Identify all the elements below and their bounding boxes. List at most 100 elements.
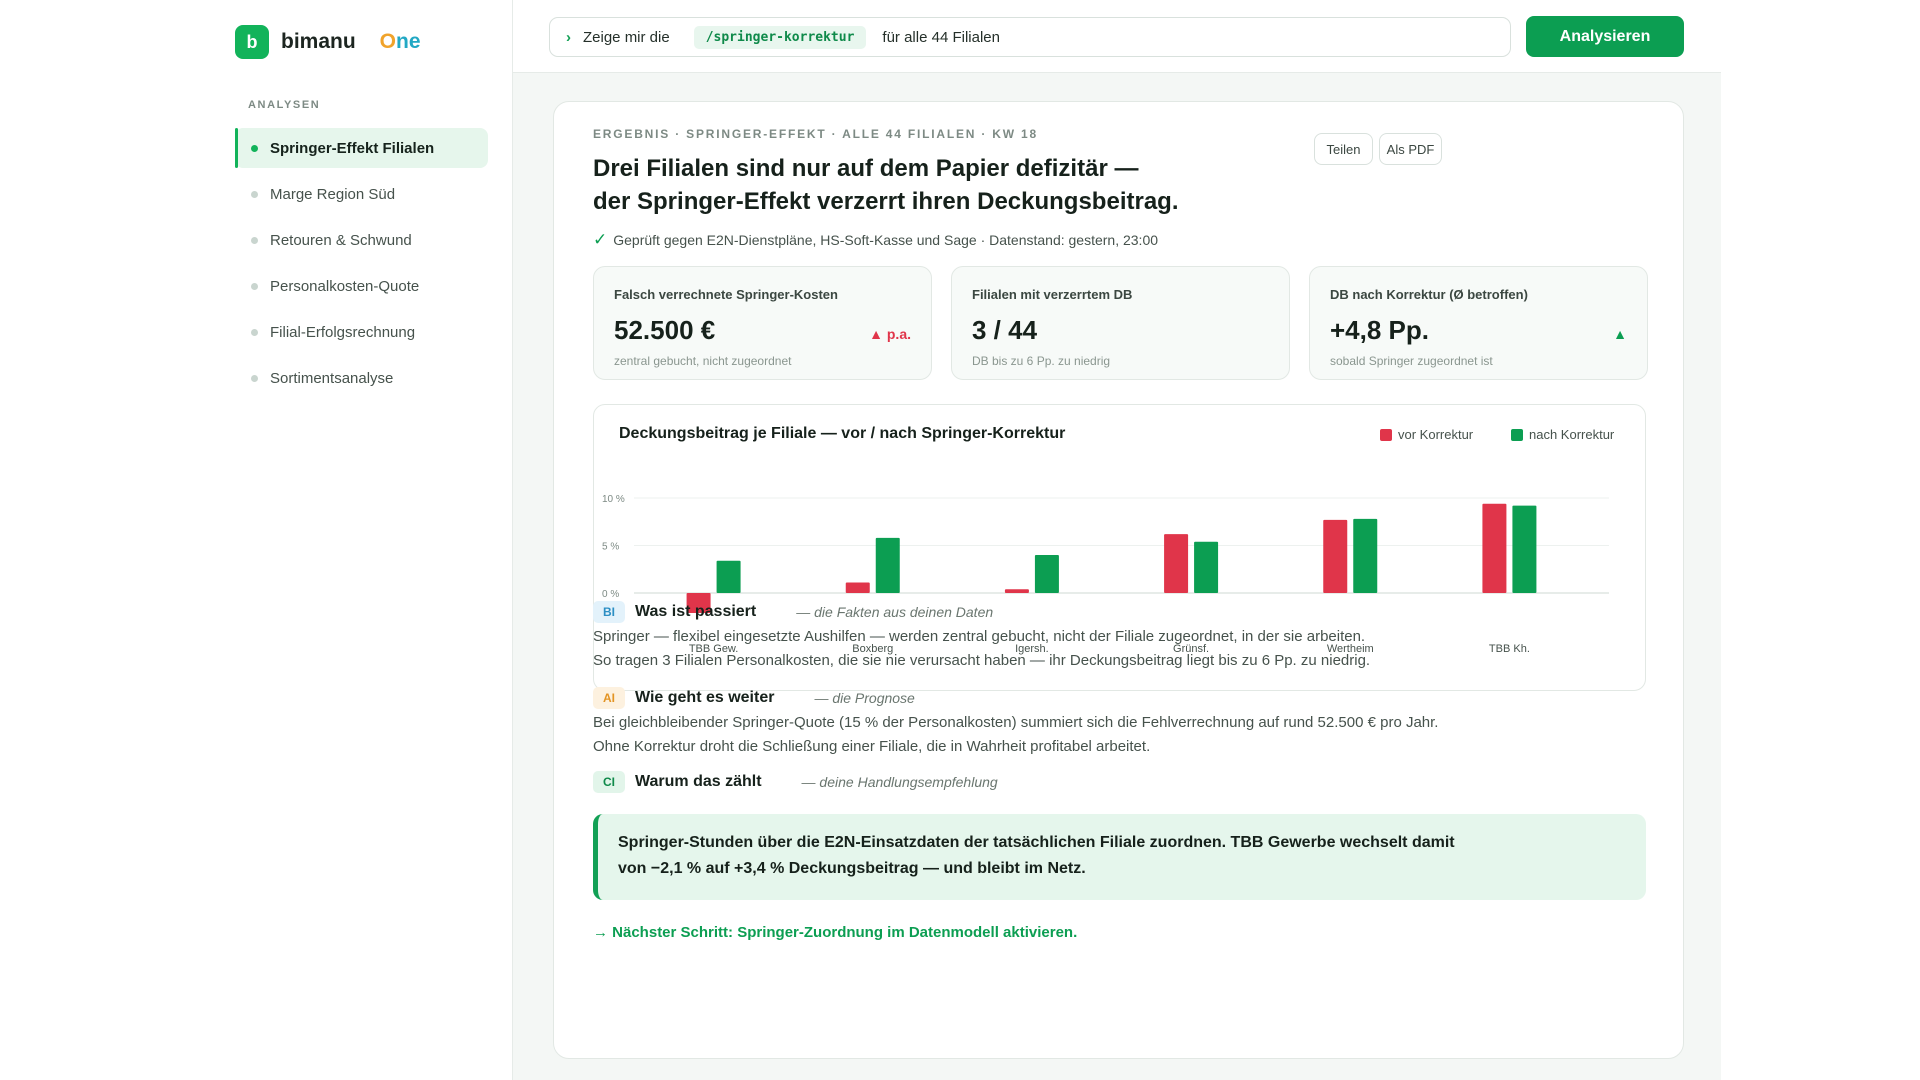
sidebar-item-personalkosten-quote[interactable]: Personalkosten-Quote [235, 266, 488, 306]
bullet-dot-icon [251, 144, 258, 152]
app-logo[interactable]: b bimanu One [235, 25, 421, 59]
sidebar-item-springer-effekt[interactable]: Springer-Effekt Filialen [235, 128, 488, 168]
kpi-card-db-korrektur: DB nach Korrektur (Ø betroffen) +4,8 Pp.… [1309, 266, 1648, 380]
legend-swatch-green [1511, 428, 1523, 441]
bullet-dot-icon [251, 190, 258, 198]
bar-vor [686, 593, 711, 613]
x-tick-label: TBB Gew. [689, 643, 739, 655]
kpi-value: 3 / 44 [972, 315, 1038, 345]
verification-note: ✓ Geprüft gegen E2N-Dienstpläne, HS-Soft… [593, 230, 1158, 250]
bullet-dot-icon [251, 236, 258, 244]
kpi-value: 52.500 € [614, 315, 716, 345]
recommendation-callout: Springer-Stunden über die E2N-Einsatzdat… [593, 814, 1646, 900]
kpi-label: DB nach Korrektur (Ø betroffen) [1330, 287, 1528, 302]
x-tick-label: Grünsf. [1173, 643, 1209, 655]
sidebar-item-sortimentsanalyse[interactable]: Sortimentsanalyse [235, 358, 488, 398]
ci-tag: CI [593, 771, 625, 793]
section-ai-header: AI Wie geht es weiter — die Prognose [593, 687, 915, 709]
prompt-chevron-icon: › [566, 28, 571, 46]
bar-vor [1164, 534, 1189, 593]
check-icon: ✓ [593, 230, 608, 249]
headline-line-1: Drei Filialen sind nur auf dem Papier de… [593, 155, 1139, 182]
app-suffix-a: O [379, 30, 397, 53]
bar-vor [845, 582, 870, 593]
query-bar: › Zeige mir die /springer-korrektur für … [513, 0, 1721, 73]
result-eyebrow: ERGEBNIS · SPRINGER-EFFEKT · ALLE 44 FIL… [593, 127, 1038, 141]
callout-line: von −2,1 % auf +3,4 % Deckungsbeitrag — … [618, 860, 1086, 877]
chart-panel: Deckungsbeitrag je Filiale — vor / nach … [593, 404, 1646, 691]
legend-label: nach Korrektur [1529, 427, 1615, 442]
sidebar-item-label: Personalkosten-Quote [270, 277, 420, 295]
bar-vor [1482, 503, 1507, 593]
main-area: › Zeige mir die /springer-korrektur für … [513, 0, 1721, 1080]
kpi-card-filialen-verzerrt: Filialen mit verzerrtem DB 3 / 44 DB bis… [951, 266, 1290, 380]
query-command-chip[interactable]: /springer-korrektur [693, 25, 867, 49]
analyze-button[interactable]: Analysieren [1526, 16, 1684, 57]
kpi-trend-up-icon: ▲ [1613, 326, 1627, 342]
sidebar-item-marge-region-sued[interactable]: Marge Region Süd [235, 174, 488, 214]
bar-nach [716, 560, 741, 593]
legend-swatch-red [1380, 428, 1392, 441]
chart-title: Deckungsbeitrag je Filiale — vor / nach … [619, 425, 1066, 442]
sidebar-item-label: Sortimentsanalyse [270, 369, 394, 387]
verification-text: Geprüft gegen E2N-Dienstpläne, HS-Soft-K… [613, 232, 1159, 248]
callout-line: Springer-Stunden über die E2N-Einsatzdat… [618, 834, 1455, 851]
section-title: Wie geht es weiter [635, 689, 775, 706]
sidebar-nav: Springer-Effekt Filialen Marge Region Sü… [235, 128, 488, 404]
section-bi-text: Springer — flexibel eingesetzte Aushilfe… [593, 625, 1370, 673]
logo-badge-icon: b [235, 25, 269, 59]
kpi-value: +4,8 Pp. [1330, 315, 1429, 345]
bar-nach [1034, 555, 1059, 593]
share-button[interactable]: Teilen [1314, 133, 1373, 165]
kpi-label: Falsch verrechnete Springer-Kosten [614, 287, 838, 302]
x-tick-label: TBB Kh. [1489, 643, 1530, 655]
kpi-subtext: sobald Springer zugeordnet ist [1330, 354, 1493, 368]
legend-label: vor Korrektur [1398, 427, 1474, 442]
section-title: Was ist passiert [635, 603, 757, 620]
x-tick-label: Boxberg [852, 643, 893, 655]
query-input[interactable]: › Zeige mir die /springer-korrektur für … [549, 17, 1511, 57]
query-prefix: Zeige mir die [583, 28, 670, 46]
paragraph-line: Ohne Korrektur droht die Schließung eine… [593, 738, 1151, 755]
kpi-card-springer-kosten: Falsch verrechnete Springer-Kosten 52.50… [593, 266, 932, 380]
sidebar-item-label: Marge Region Süd [270, 185, 396, 203]
bi-tag: BI [593, 601, 625, 623]
paragraph-line: So tragen 3 Filialen Personalkosten, die… [593, 652, 1371, 669]
sidebar-item-label: Retouren & Schwund [270, 231, 412, 249]
bar-vor [1323, 519, 1348, 593]
y-tick-label: 5 % [602, 542, 619, 553]
bullet-dot-icon [251, 328, 258, 336]
app-suffix-b: ne [396, 30, 421, 53]
query-suffix: für alle 44 Filialen [882, 28, 1000, 46]
headline-line-2: der Springer-Effekt verzerrt ihren Decku… [593, 188, 1179, 215]
bar-nach [875, 537, 900, 593]
pdf-button[interactable]: Als PDF [1379, 133, 1442, 165]
kpi-subtext: zentral gebucht, nicht zugeordnet [614, 354, 792, 368]
section-subtitle: — deine Handlungsempfehlung [801, 774, 998, 790]
section-subtitle: — die Prognose [814, 690, 915, 706]
x-tick-label: Wertheim [1327, 643, 1374, 655]
bar-nach [1353, 518, 1378, 593]
section-bi-header: BI Was ist passiert — die Fakten aus dei… [593, 601, 993, 623]
sidebar-item-label: Springer-Effekt Filialen [270, 139, 435, 157]
paragraph-line: Springer — flexibel eingesetzte Aushilfe… [593, 628, 1366, 645]
app-name: bimanu [281, 30, 356, 53]
result-card: ERGEBNIS · SPRINGER-EFFEKT · ALLE 44 FIL… [553, 101, 1684, 1059]
kpi-label: Filialen mit verzerrtem DB [972, 287, 1133, 302]
sidebar-item-retouren-schwund[interactable]: Retouren & Schwund [235, 220, 488, 260]
bar-vor [1004, 589, 1029, 593]
ai-tag: AI [593, 687, 625, 709]
bullet-dot-icon [251, 374, 258, 382]
app-suffix: One [380, 30, 421, 54]
legend-item-vor: vor Korrektur [1380, 427, 1473, 442]
legend-item-nach: nach Korrektur [1511, 427, 1614, 442]
sidebar-item-filial-erfolgsrechnung[interactable]: Filial-Erfolgsrechnung [235, 312, 488, 352]
next-step-link[interactable]: → Nächster Schritt: Springer-Zuordnung i… [593, 924, 1078, 941]
nav-heading: ANALYSEN [248, 99, 321, 111]
sidebar-item-label: Filial-Erfolgsrechnung [270, 323, 416, 341]
section-title: Warum das zählt [635, 773, 762, 790]
bar-nach [1194, 541, 1219, 593]
kpi-subtext: DB bis zu 6 Pp. zu niedrig [972, 354, 1111, 368]
bar-chart: 0 % 5 % 10 % TBB Gew. Boxberg Igersh. Grünsf. W… [602, 494, 1609, 655]
bar-nach [1512, 505, 1537, 593]
